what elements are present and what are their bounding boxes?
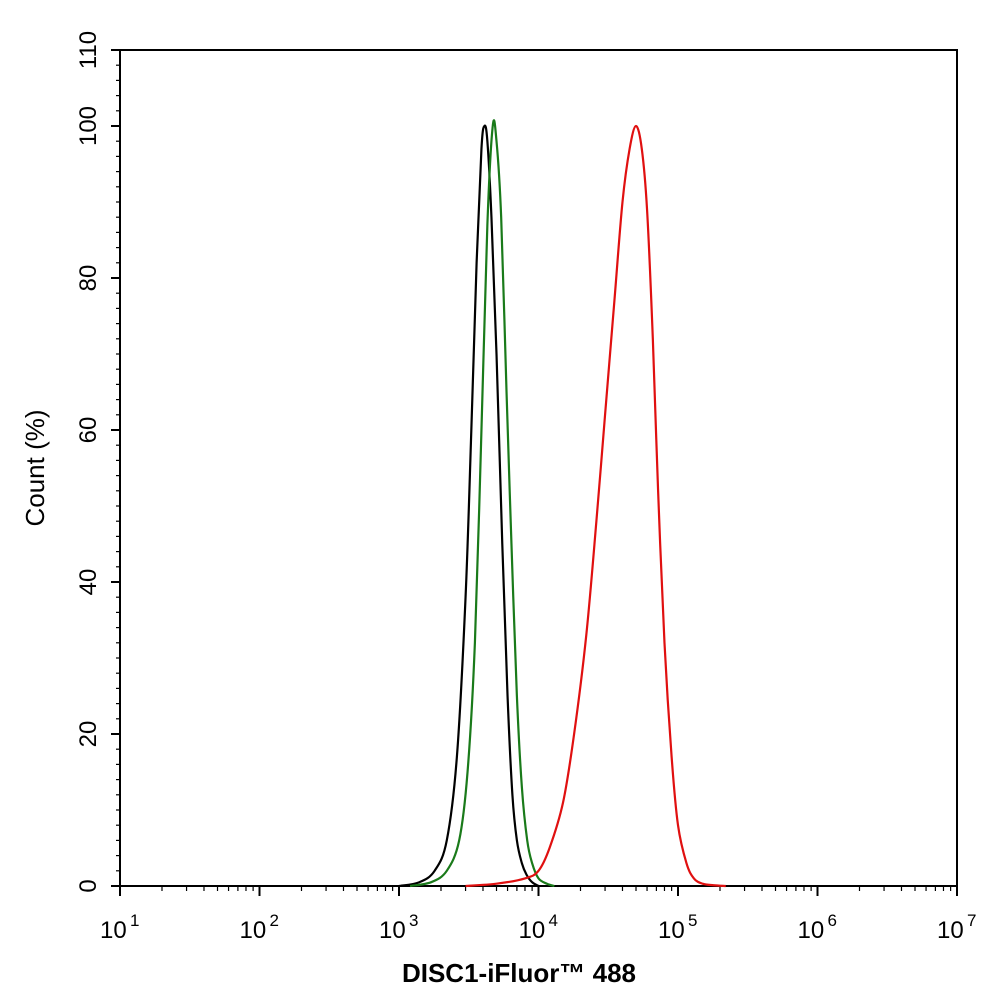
y-tick-labels: 0 20 40 60 80 100 110 xyxy=(75,31,102,893)
x-tick-label-exponent: 3 xyxy=(409,911,418,930)
x-tick-label-exponent: 7 xyxy=(967,911,976,930)
x-tick-label-base: 10 xyxy=(100,917,127,944)
x-tick-label-base: 10 xyxy=(937,917,964,944)
x-tick-label-exponent: 1 xyxy=(130,911,139,930)
y-tick-label: 80 xyxy=(75,265,102,292)
x-tick-label-base: 10 xyxy=(379,917,406,944)
x-tick-label-exponent: 6 xyxy=(828,911,837,930)
y-major-ticks xyxy=(111,49,120,887)
x-tick-label-exponent: 2 xyxy=(270,911,279,930)
y-tick-label: 0 xyxy=(75,879,102,892)
x-tick-label-base: 10 xyxy=(240,917,267,944)
x-tick-label-exponent: 5 xyxy=(688,911,697,930)
x-tick-labels: 10 1 10 2 10 3 10 4 10 5 10 6 10 7 xyxy=(100,911,976,944)
y-minor-ticks xyxy=(116,49,120,887)
series-line-3 xyxy=(465,124,726,888)
series-line-1 xyxy=(398,124,540,888)
y-tick-label: 40 xyxy=(75,569,102,596)
x-minor-ticks xyxy=(161,886,952,891)
y-tick-label: 20 xyxy=(75,721,102,748)
plot-frame xyxy=(119,49,958,887)
x-axis-title: DISC1-iFluor™ 488 xyxy=(402,958,636,988)
series-layer xyxy=(398,119,726,888)
y-tick-label: 100 xyxy=(75,106,102,146)
x-tick-label-base: 10 xyxy=(658,917,685,944)
y-tick-label: 60 xyxy=(75,417,102,444)
y-axis-title: Count (%) xyxy=(20,409,50,526)
x-tick-label-base: 10 xyxy=(519,917,546,944)
x-tick-label-base: 10 xyxy=(798,917,825,944)
x-major-ticks xyxy=(119,886,958,896)
x-tick-label-exponent: 4 xyxy=(549,911,558,930)
y-tick-label: 110 xyxy=(75,31,102,69)
series-line-2 xyxy=(409,119,555,888)
